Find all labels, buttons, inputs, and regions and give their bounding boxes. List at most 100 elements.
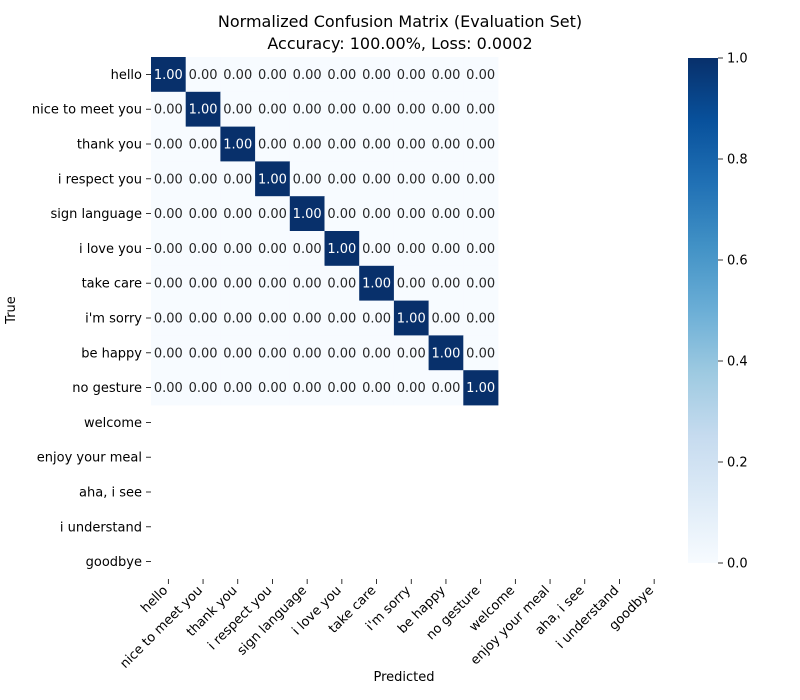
heatmap-cell xyxy=(428,265,464,301)
heatmap-cell xyxy=(393,91,429,127)
heatmap-grid: 1.00 0.00 0.00 0.00 0.00 0.00 0.00 0.00 0.00 0.00… xyxy=(151,57,499,406)
heatmap-cell xyxy=(220,265,256,301)
cell-value-label: 0.00 xyxy=(397,68,426,83)
heatmap-cell xyxy=(255,161,291,197)
heatmap-cell xyxy=(289,231,325,267)
cell-value-label: 0.00 xyxy=(223,346,252,361)
colorbar-gradient xyxy=(688,58,718,563)
cell-value-label: 0.00 xyxy=(431,242,460,257)
heatmap-cell xyxy=(393,57,429,93)
heatmap-cell xyxy=(359,57,395,93)
cell-value-label: 0.00 xyxy=(223,242,252,257)
cell-value-label: 0.00 xyxy=(362,207,391,222)
colorbar: 0.0 0.2 0.4 0.6 0.8 1.0 xyxy=(688,52,748,572)
heatmap-cell xyxy=(255,231,291,267)
cell-value-label: 0.00 xyxy=(293,277,322,292)
y-tick-label: no gesture xyxy=(72,381,142,396)
cell-value-label: 0.00 xyxy=(397,207,426,222)
chart-title: Normalized Confusion Matrix (Evaluation … xyxy=(217,12,583,31)
cell-value-label: 0.00 xyxy=(154,172,183,187)
cell-value-label: 0.00 xyxy=(293,138,322,153)
cell-value-label: 0.00 xyxy=(397,277,426,292)
cell-value-label: 0.00 xyxy=(362,312,391,327)
cell-value-label: 1.00 xyxy=(431,346,460,361)
y-tick-label: i love you xyxy=(79,242,142,257)
heatmap-cell xyxy=(393,231,429,267)
y-tick-label: take care xyxy=(82,277,142,292)
y-tick-label: nice to meet you xyxy=(32,103,142,118)
cell-value-label: 0.00 xyxy=(466,207,495,222)
colorbar-tick-label: 0.8 xyxy=(727,153,748,168)
cell-value-label: 0.00 xyxy=(362,172,391,187)
heatmap-cell xyxy=(463,265,499,301)
cell-value-label: 0.00 xyxy=(189,172,218,187)
heatmap-cell xyxy=(151,265,187,301)
cell-value-label: 0.00 xyxy=(258,207,287,222)
cell-value-label: 0.00 xyxy=(154,346,183,361)
heatmap-cell xyxy=(220,231,256,267)
heatmap-cell xyxy=(151,196,187,232)
cell-value-label: 0.00 xyxy=(189,138,218,153)
heatmap-cell xyxy=(255,265,291,301)
heatmap-cell xyxy=(428,300,464,336)
cell-value-label: 0.00 xyxy=(223,207,252,222)
cell-value-label: 0.00 xyxy=(293,381,322,396)
cell-value-label: 0.00 xyxy=(327,172,356,187)
heatmap-cell xyxy=(324,91,360,127)
cell-value-label: 0.00 xyxy=(223,312,252,327)
heatmap-cell xyxy=(428,161,464,197)
heatmap-cell xyxy=(185,300,221,336)
cell-value-label: 0.00 xyxy=(397,242,426,257)
heatmap-cell xyxy=(463,231,499,267)
colorbar-tick-label: 0.4 xyxy=(727,355,748,370)
cell-value-label: 0.00 xyxy=(327,68,356,83)
cell-value-label: 0.00 xyxy=(223,172,252,187)
heatmap-cell xyxy=(255,91,291,127)
heatmap-cell xyxy=(220,126,256,162)
cell-value-label: 0.00 xyxy=(293,68,322,83)
heatmap-cell xyxy=(220,300,256,336)
cell-value-label: 0.00 xyxy=(397,346,426,361)
heatmap-cell xyxy=(324,57,360,93)
cell-value-label: 1.00 xyxy=(154,68,183,83)
y-tick-label: i'm sorry xyxy=(85,312,142,327)
heatmap-cell xyxy=(463,370,499,406)
heatmap-cell xyxy=(359,91,395,127)
cell-value-label: 0.00 xyxy=(431,103,460,118)
heatmap-cell xyxy=(393,335,429,371)
chart-subtitle: Accuracy: 100.00%, Loss: 0.0002 xyxy=(267,34,533,53)
heatmap-cell xyxy=(289,161,325,197)
cell-value-label: 0.00 xyxy=(258,103,287,118)
cell-value-label: 0.00 xyxy=(189,381,218,396)
heatmap-cell xyxy=(289,126,325,162)
cell-value-label: 0.00 xyxy=(258,277,287,292)
cell-value-label: 0.00 xyxy=(362,381,391,396)
heatmap-cell xyxy=(463,57,499,93)
cell-value-label: 0.00 xyxy=(362,346,391,361)
heatmap-cell xyxy=(220,196,256,232)
heatmap-cell xyxy=(359,265,395,301)
cell-value-label: 0.00 xyxy=(258,346,287,361)
cell-value-label: 0.00 xyxy=(466,277,495,292)
cell-value-label: 0.00 xyxy=(293,312,322,327)
cell-value-label: 0.00 xyxy=(223,277,252,292)
cell-value-label: 0.00 xyxy=(466,138,495,153)
cell-value-label: 1.00 xyxy=(397,312,426,327)
cell-value-label: 0.00 xyxy=(362,103,391,118)
cell-value-label: 0.00 xyxy=(223,381,252,396)
y-tick-label: thank you xyxy=(77,138,142,153)
cell-value-label: 0.00 xyxy=(293,103,322,118)
heatmap-cell xyxy=(151,300,187,336)
heatmap-cell xyxy=(428,126,464,162)
heatmap-cell xyxy=(255,196,291,232)
cell-value-label: 0.00 xyxy=(154,277,183,292)
cell-value-label: 0.00 xyxy=(223,68,252,83)
heatmap-cell xyxy=(255,126,291,162)
y-axis-label: True xyxy=(4,296,19,325)
cell-value-label: 0.00 xyxy=(431,381,460,396)
heatmap-cell xyxy=(289,196,325,232)
cell-value-label: 0.00 xyxy=(466,68,495,83)
colorbar-tick-label: 1.0 xyxy=(727,52,748,67)
heatmap-cell xyxy=(255,57,291,93)
heatmap-cell xyxy=(324,300,360,336)
